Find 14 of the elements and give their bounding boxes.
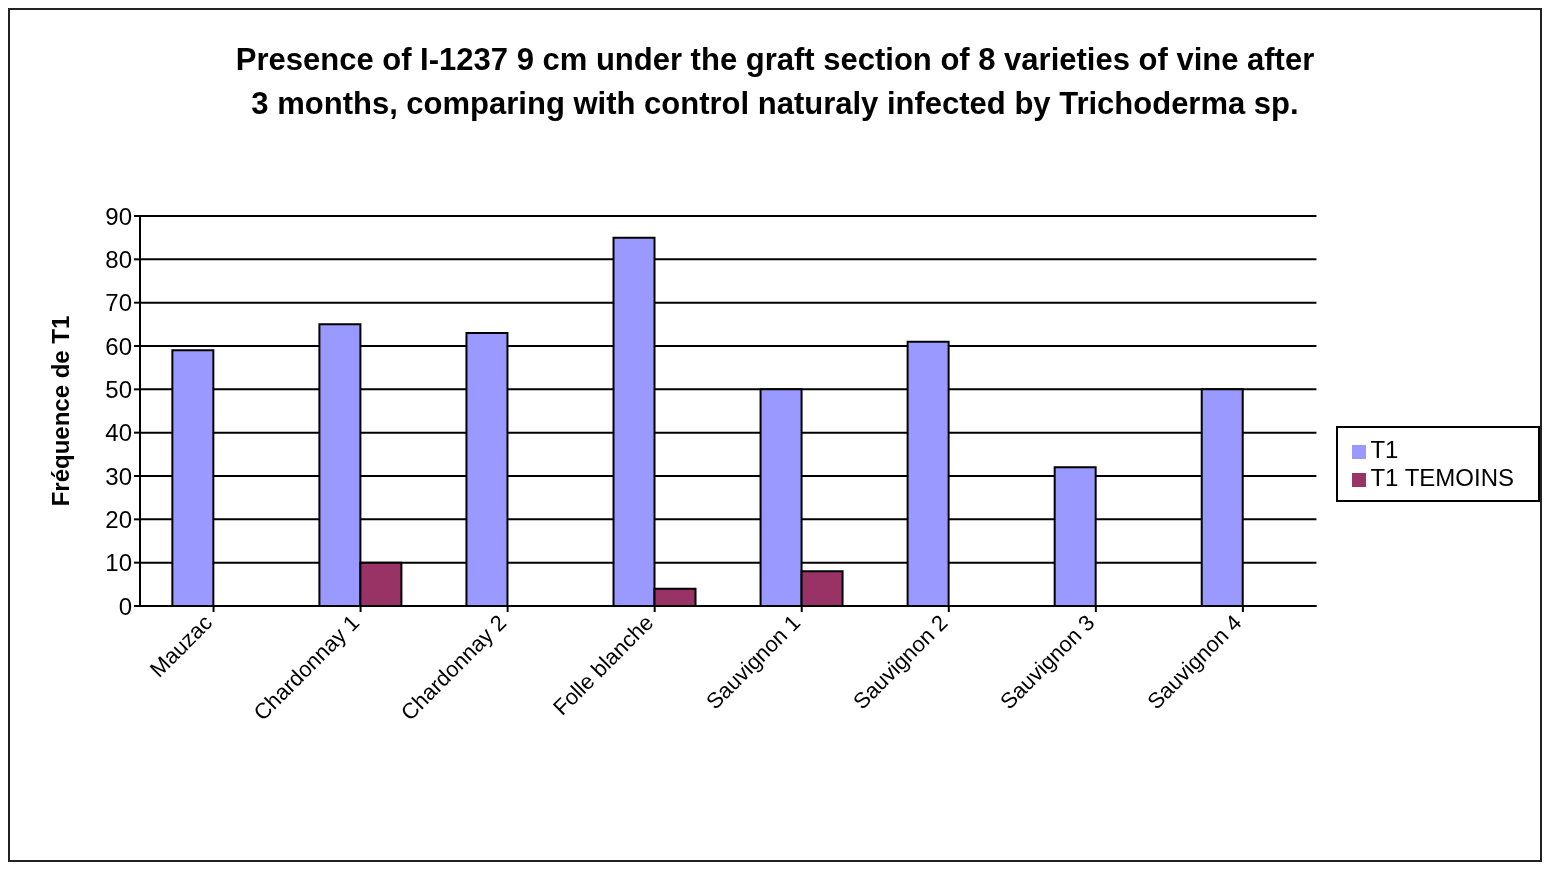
y-tick-label: 20	[105, 505, 132, 533]
y-tick-label: 60	[105, 332, 132, 360]
y-axis-title: Fréquence de T1	[46, 315, 74, 507]
y-tick-label: 0	[118, 592, 132, 620]
y-tick-label: 10	[105, 549, 132, 577]
legend-label: T1 TEMOINS	[1370, 464, 1514, 491]
y-tick-label: 30	[105, 462, 132, 490]
y-tick-label: 90	[105, 202, 132, 230]
chart-title: Presence of I-1237 9 cm under the graft section of 8 varieties of vine after 3 months, comparing with control naturaly infected by Trichoderma sp.	[234, 41, 1316, 123]
y-tick-label: 80	[105, 245, 132, 273]
legend-label: T1	[1370, 436, 1399, 463]
y-tick-label: 50	[105, 375, 132, 403]
y-tick-label: 70	[105, 289, 132, 317]
y-tick-label: 40	[105, 419, 132, 447]
